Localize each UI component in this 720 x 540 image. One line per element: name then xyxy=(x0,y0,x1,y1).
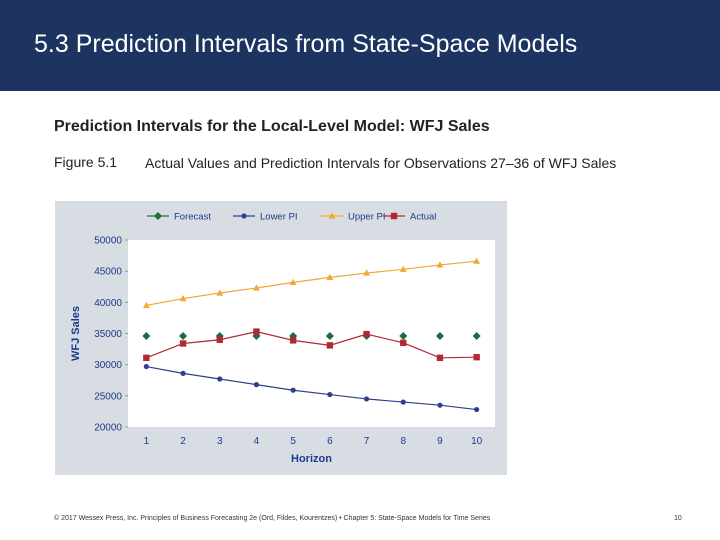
actual-legend-marker xyxy=(390,212,398,220)
upper-pi-point xyxy=(326,273,334,280)
lower-pi-legend-label: Lower PI xyxy=(260,212,298,223)
actual-point xyxy=(289,337,297,344)
x-tick-label: 5 xyxy=(290,436,296,447)
forecast-point xyxy=(142,331,151,340)
upper-pi-point xyxy=(399,265,407,272)
x-tick-label: 8 xyxy=(400,436,406,447)
x-tick-label: 10 xyxy=(471,436,483,447)
lower-pi-point xyxy=(253,382,260,388)
actual-point xyxy=(436,354,444,362)
forecast-point xyxy=(289,331,298,340)
x-axis-label: Horizon xyxy=(291,453,332,465)
actual-series-line xyxy=(146,331,477,359)
x-tick-label: 3 xyxy=(217,436,223,447)
page-number: 10 xyxy=(674,515,682,522)
line-chart: 20000 25000 30000 35000 40000 45000 50000 1 2 3 4 5… xyxy=(70,212,495,465)
actual-point xyxy=(216,336,223,343)
lower-pi-point xyxy=(437,402,443,408)
x-tick-label: 2 xyxy=(180,436,186,447)
upper-pi-point xyxy=(473,257,481,264)
y-tick-label: 20000 xyxy=(94,423,122,434)
actual-point xyxy=(179,340,187,347)
upper-pi-point xyxy=(436,261,444,268)
forecast-point xyxy=(472,331,481,340)
y-tick-label: 45000 xyxy=(94,267,122,278)
upper-pi-point xyxy=(363,269,370,276)
actual-point xyxy=(400,339,407,347)
actual-legend-label: Actual xyxy=(410,212,436,223)
section-subtitle: Prediction Intervals for the Local-Level… xyxy=(54,118,490,135)
actual-point xyxy=(363,330,370,338)
figure-label: Figure 5.1 xyxy=(54,154,118,170)
lower-pi-point xyxy=(180,370,186,376)
figure-caption: Actual Values and Prediction Intervals f… xyxy=(145,155,617,171)
upper-pi-point xyxy=(216,289,224,296)
plot-area xyxy=(128,240,495,427)
y-tick-label: 25000 xyxy=(94,391,122,402)
upper-pi-point xyxy=(253,284,260,291)
actual-point xyxy=(253,328,260,335)
y-axis-label: WFJ Sales xyxy=(70,306,82,361)
forecast-point xyxy=(325,331,334,340)
chart-panel: 20000 25000 30000 35000 40000 45000 50000 1 2 3 4 5… xyxy=(55,201,507,475)
slide-header: 5.3 Prediction Intervals from State-Spac… xyxy=(0,0,720,91)
lower-pi-point xyxy=(363,396,370,402)
x-tick-label: 6 xyxy=(327,436,333,447)
lower-pi-legend-marker xyxy=(241,213,247,219)
x-tick-label: 9 xyxy=(437,436,443,447)
lower-pi-point xyxy=(290,387,296,393)
slide-title: 5.3 Prediction Intervals from State-Spac… xyxy=(34,30,578,58)
forecast-point xyxy=(435,331,444,340)
upper-pi-point xyxy=(289,278,297,285)
x-tick-label: 7 xyxy=(364,436,370,447)
y-tick-label: 40000 xyxy=(94,298,122,309)
x-tick-label: 4 xyxy=(254,436,260,447)
upper-pi-legend-label: Upper PI xyxy=(348,212,386,223)
forecast-point xyxy=(399,331,408,340)
upper-pi-legend-marker xyxy=(328,212,336,219)
footer-copyright: © 2017 Wessex Press, Inc. Principles of … xyxy=(54,515,491,522)
y-tick-label: 35000 xyxy=(94,329,122,340)
actual-point xyxy=(326,342,334,349)
forecast-legend-marker xyxy=(154,212,162,220)
lower-pi-series-line xyxy=(146,365,477,411)
forecast-point xyxy=(179,331,188,340)
forecast-legend-label: Forecast xyxy=(174,212,211,223)
lower-pi-point xyxy=(143,363,149,370)
lower-pi-point xyxy=(474,406,480,413)
actual-point xyxy=(143,354,150,362)
y-tick-label: 50000 xyxy=(94,236,122,247)
upper-pi-point xyxy=(142,301,150,309)
actual-point xyxy=(473,353,480,361)
x-tick-label: 1 xyxy=(144,436,150,447)
upper-pi-series-line xyxy=(146,260,477,307)
lower-pi-point xyxy=(400,399,406,405)
y-tick-label: 30000 xyxy=(94,360,122,371)
lower-pi-point xyxy=(217,376,223,382)
forecast-point xyxy=(215,331,224,340)
upper-pi-point xyxy=(179,294,187,302)
lower-pi-point xyxy=(327,391,333,398)
